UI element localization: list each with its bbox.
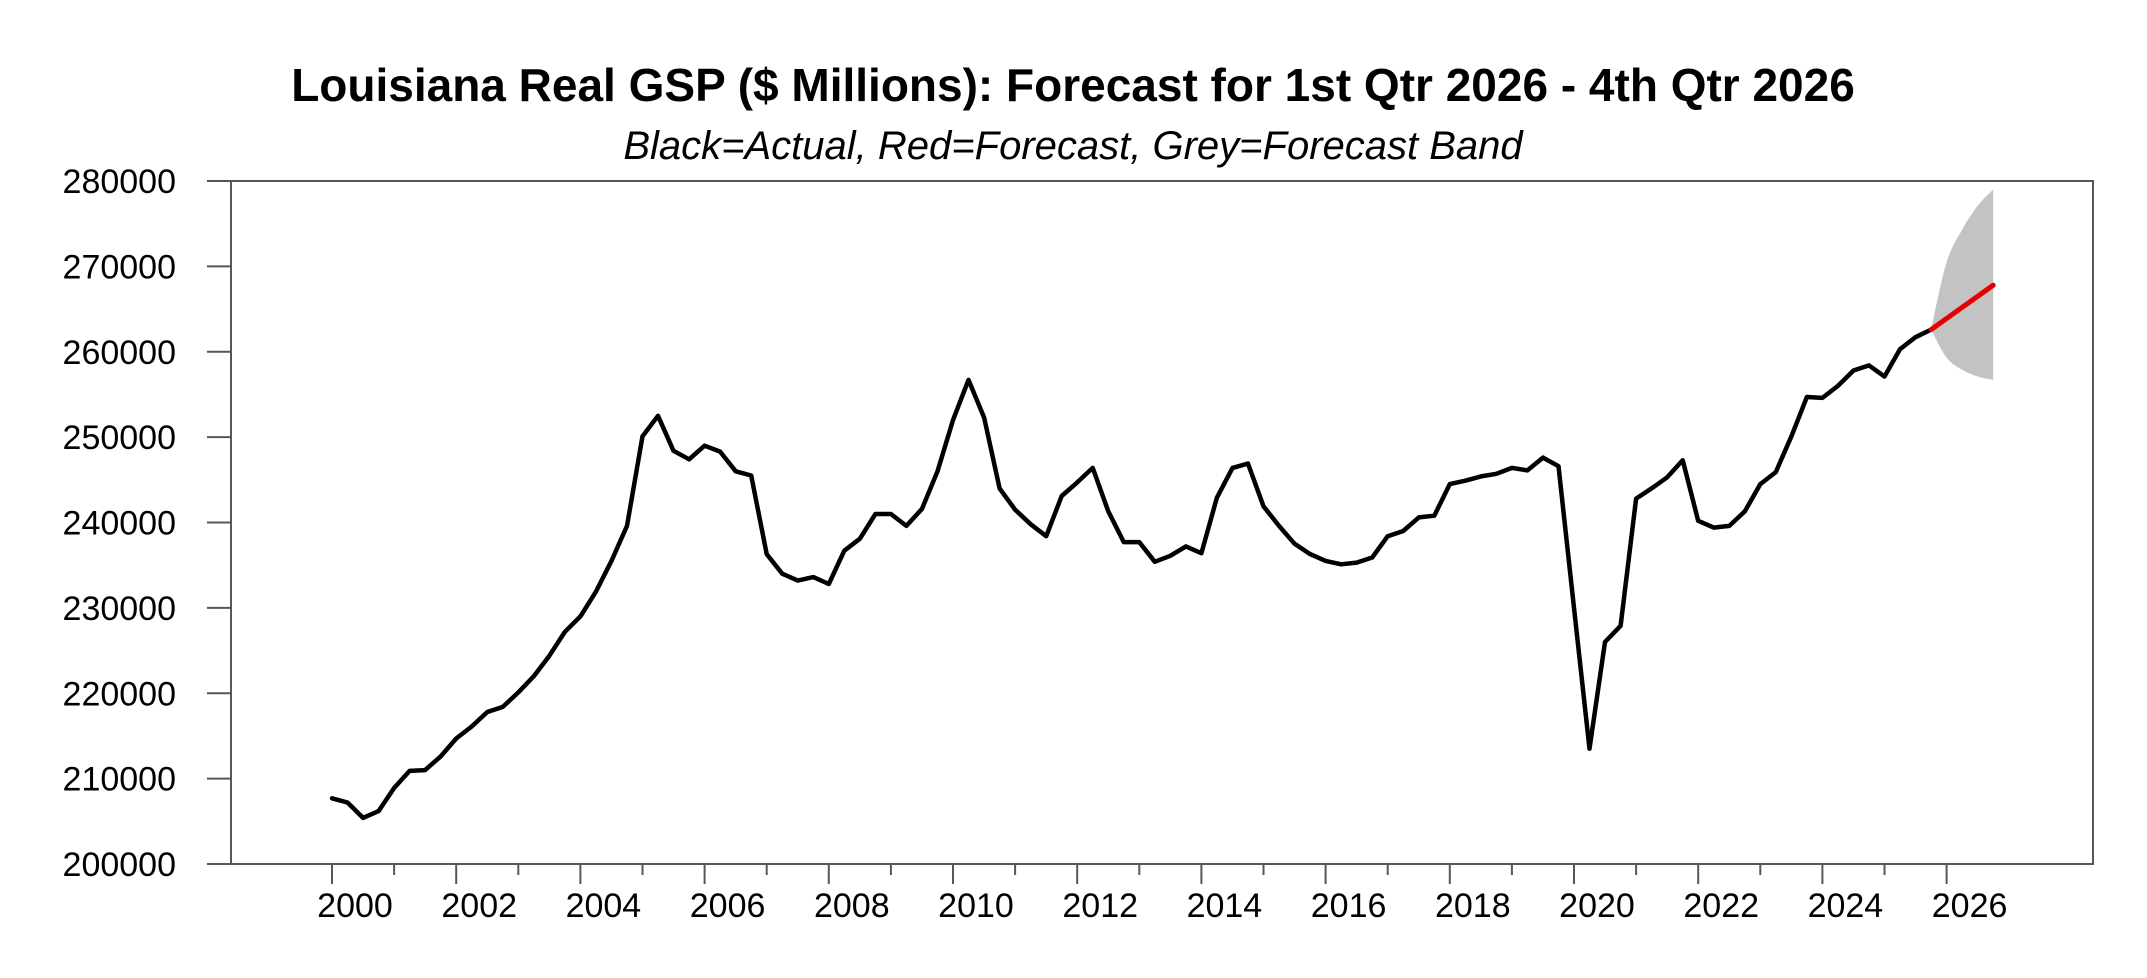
x-axis-tick-label: 2010 xyxy=(938,887,1014,925)
x-axis-tick-label: 2018 xyxy=(1435,887,1511,925)
plot-area: 200000 210000 220000 230000 240000 250000 2600… xyxy=(63,163,2094,925)
x-axis-tick-label: 2006 xyxy=(690,887,766,925)
x-axis-tick-label: 2026 xyxy=(1932,887,2008,925)
y-axis-tick-label: 270000 xyxy=(63,248,176,286)
x-axis-tick-label: 2016 xyxy=(1311,887,1387,925)
y-axis-tick-label: 240000 xyxy=(63,505,176,543)
plot-border xyxy=(230,180,2094,865)
x-axis-tick-label: 2012 xyxy=(1062,887,1138,925)
y-axis-tick-label: 260000 xyxy=(63,334,176,372)
x-axis-tick-label: 2002 xyxy=(441,887,517,925)
y-axis-tick-label: 210000 xyxy=(63,761,176,799)
y-axis-tick-label: 280000 xyxy=(63,163,176,201)
x-axis-tick-label: 2014 xyxy=(1187,887,1263,925)
forecast-series-line xyxy=(1928,282,1996,333)
y-axis-tick-label: 230000 xyxy=(63,590,176,628)
y-axis-tick-label: 220000 xyxy=(63,675,176,713)
chart-title: Louisiana Real GSP ($ Millions): Forecas… xyxy=(291,59,1855,111)
chart-subtitle: Black=Actual, Red=Forecast, Grey=Forecas… xyxy=(623,124,1524,168)
forecast-band xyxy=(1931,189,1994,380)
x-axis-tick-label: 2004 xyxy=(566,887,642,925)
y-axis-tick-label: 250000 xyxy=(63,419,176,457)
x-axis-tick-label: 2008 xyxy=(814,887,890,925)
x-axis-tick-label: 2000 xyxy=(317,887,393,925)
x-axis-tick-label: 2024 xyxy=(1808,887,1884,925)
actual-series-line xyxy=(329,327,1934,821)
x-axis-tick-label: 2020 xyxy=(1559,887,1635,925)
y-axis-tick-label: 200000 xyxy=(63,846,176,884)
x-axis-tick-label: 2022 xyxy=(1683,887,1759,925)
